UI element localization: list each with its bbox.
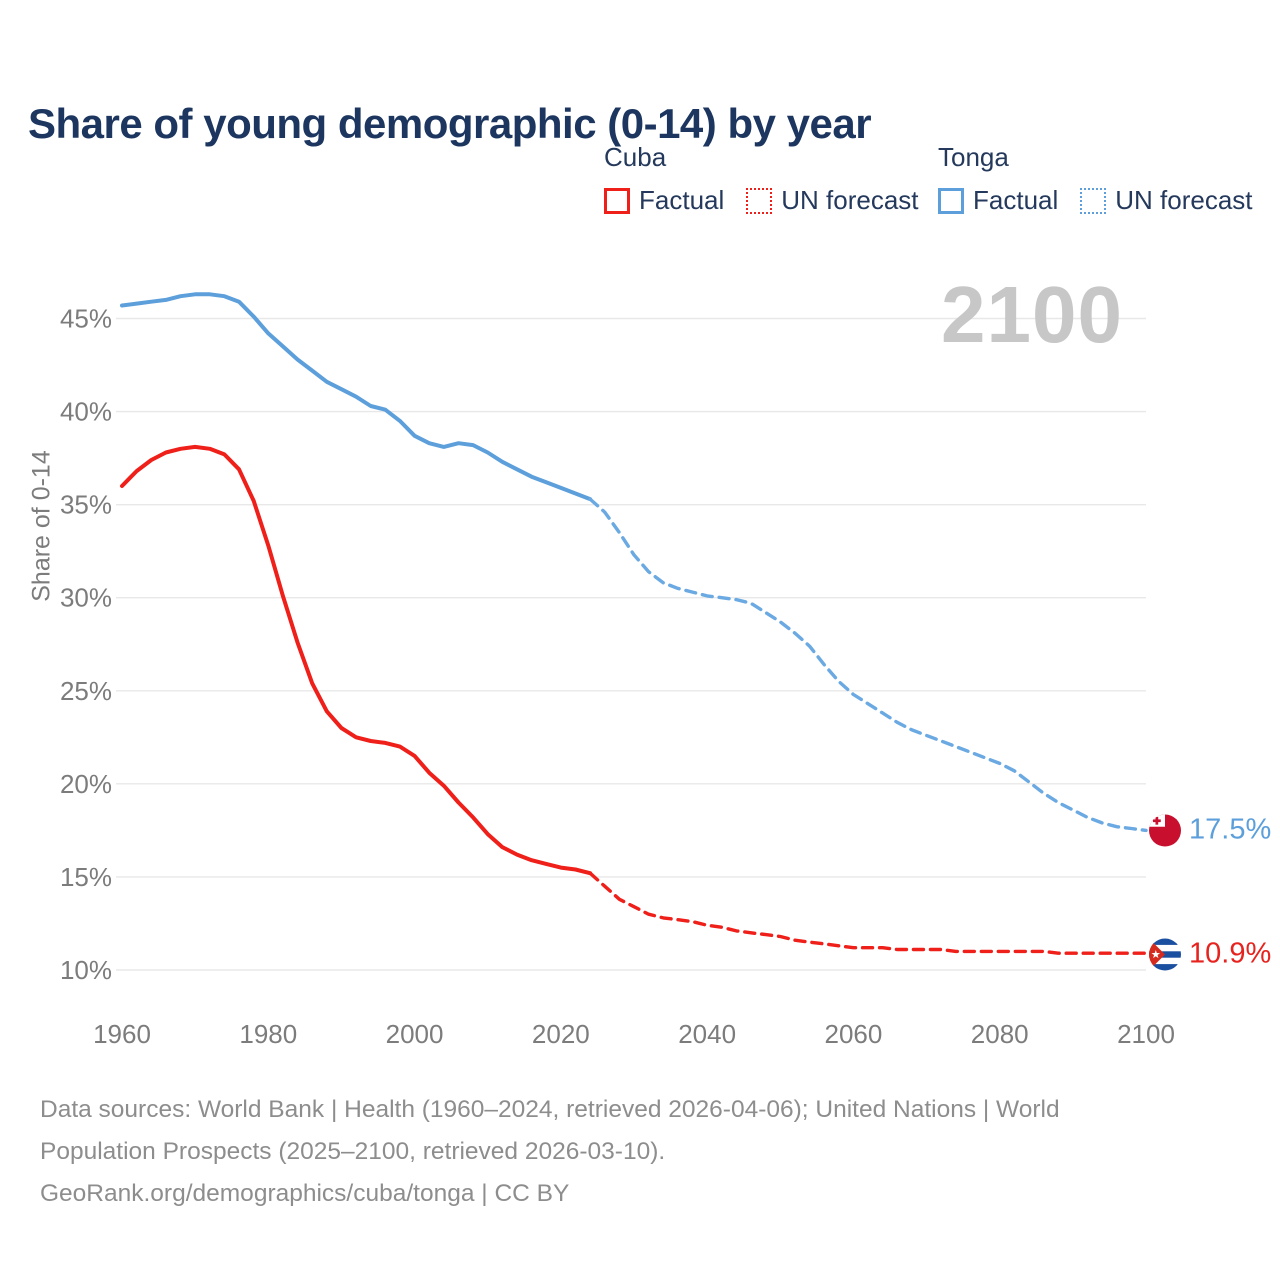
tonga-forecast-swatch-icon <box>1080 187 1107 214</box>
legend-group-tonga: Tonga Factual UN forecast <box>938 143 1253 216</box>
page-title: Share of young demographic (0-14) by yea… <box>28 100 872 148</box>
y-tick-label: 30% <box>60 583 112 613</box>
cuba-end-value: 10.9% <box>1189 937 1272 970</box>
cuba-flag-icon <box>1149 938 1181 970</box>
legend-group-cuba: Cuba Factual UN forecast <box>604 143 919 216</box>
x-tick-label: 2020 <box>532 1019 590 1049</box>
footer-line-1: Data sources: World Bank | Health (1960–… <box>40 1096 1060 1123</box>
tonga-end-marker: 17.5% <box>1149 814 1271 847</box>
tonga-flag-icon <box>1149 814 1181 846</box>
cuba-forecast-swatch-icon <box>746 187 773 214</box>
x-tick-label: 2040 <box>678 1019 736 1049</box>
cuba-factual-swatch-icon <box>604 187 630 214</box>
x-tick-label: 1980 <box>239 1019 297 1049</box>
y-tick-label: 25% <box>60 676 112 706</box>
series-cuba-factual <box>120 444 593 876</box>
x-tick-label: 1960 <box>93 1019 151 1049</box>
legend-item-tonga-factual: Factual <box>938 185 1058 216</box>
legend-label: Factual <box>973 185 1059 215</box>
y-tick-label: 35% <box>60 490 112 520</box>
footer-line-2: Population Prospects (2025–2100, retriev… <box>40 1138 666 1165</box>
series-tonga-factual <box>120 292 593 502</box>
tonga-end-value: 17.5% <box>1189 813 1272 846</box>
legend-label: UN forecast <box>1115 185 1253 215</box>
series-cuba-forecast <box>588 871 1148 955</box>
legend-items-tonga: Factual UN forecast <box>938 185 1253 216</box>
y-tick-label: 15% <box>60 862 112 892</box>
legend-item-cuba-forecast: UN forecast <box>746 185 919 216</box>
legend-items-cuba: Factual UN forecast <box>604 185 919 216</box>
data-sources-footer: Data sources: World Bank | Health (1960–… <box>40 1089 1190 1215</box>
series-tonga-forecast <box>588 497 1148 833</box>
y-axis-title: Share of 0-14 <box>27 450 56 602</box>
legend-country-tonga: Tonga <box>938 142 1009 172</box>
y-tick-label: 10% <box>60 955 112 985</box>
x-tick-label: 2100 <box>1117 1019 1175 1049</box>
cuba-end-marker: 10.9% <box>1149 938 1271 971</box>
legend-label: UN forecast <box>781 185 919 215</box>
legend-item-cuba-factual: Factual <box>604 185 724 216</box>
tonga-factual-swatch-icon <box>938 187 964 214</box>
y-tick-label: 45% <box>60 303 112 333</box>
footer-line-3: GeoRank.org/demographics/cuba/tonga | CC… <box>40 1180 570 1207</box>
y-tick-label: 40% <box>60 397 112 427</box>
x-tick-label: 2000 <box>386 1019 444 1049</box>
legend-label: Factual <box>639 185 725 215</box>
x-tick-label: 2060 <box>825 1019 883 1049</box>
y-tick-label: 20% <box>60 769 112 799</box>
watermark-year: 2100 <box>941 270 1123 359</box>
legend: Cuba Factual UN forecast Tonga Factual <box>0 143 1280 223</box>
x-tick-label: 2080 <box>971 1019 1029 1049</box>
legend-item-tonga-forecast: UN forecast <box>1080 185 1253 216</box>
legend-country-cuba: Cuba <box>604 142 667 172</box>
